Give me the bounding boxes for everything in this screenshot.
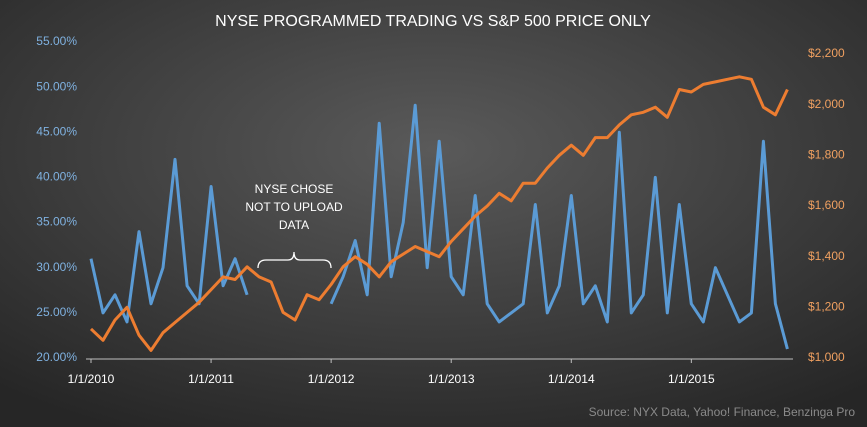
annotation: NYSE CHOSE	[255, 182, 334, 196]
annotation: NOT TO UPLOAD	[245, 200, 343, 214]
y-tick-label: 40.00%	[36, 170, 77, 184]
series-line	[89, 75, 789, 352]
x-tick-label: 1/1/2010	[68, 372, 115, 386]
x-tick-label: 1/1/2011	[188, 372, 234, 386]
y2-tick-label: $1,400	[808, 249, 845, 263]
y-tick-label: 20.00%	[36, 350, 77, 364]
y-tick-label: 45.00%	[36, 124, 77, 138]
y2-tick-label: $1,000	[808, 350, 845, 364]
source: Source: NYX Data, Yahoo! Finance, Benzin…	[589, 405, 856, 419]
y-tick-label: 30.00%	[36, 260, 77, 274]
y-tick-label: 35.00%	[36, 215, 77, 229]
x-tick-label: 1/1/2012	[308, 372, 355, 386]
y-tick-label: 55.00%	[36, 34, 77, 48]
annotation: DATA	[279, 218, 309, 232]
annotation-bracket	[257, 251, 332, 269]
y2-tick-label: $2,000	[808, 97, 845, 111]
y2-tick-label: $1,800	[808, 148, 845, 162]
chart-title: NYSE PROGRAMMED TRADING VS S&P 500 PRICE…	[215, 13, 651, 30]
y2-tick-label: $2,200	[808, 46, 845, 60]
y2-tick-label: $1,200	[808, 300, 845, 314]
y-tick-label: 25.00%	[36, 305, 77, 319]
series-line	[89, 103, 789, 350]
y-tick-label: 50.00%	[36, 79, 77, 93]
x-tick-label: 1/1/2013	[428, 372, 475, 386]
x-tick-label: 1/1/2015	[668, 372, 715, 386]
y2-tick-label: $1,600	[808, 198, 845, 212]
x-tick-label: 1/1/2014	[548, 372, 595, 386]
